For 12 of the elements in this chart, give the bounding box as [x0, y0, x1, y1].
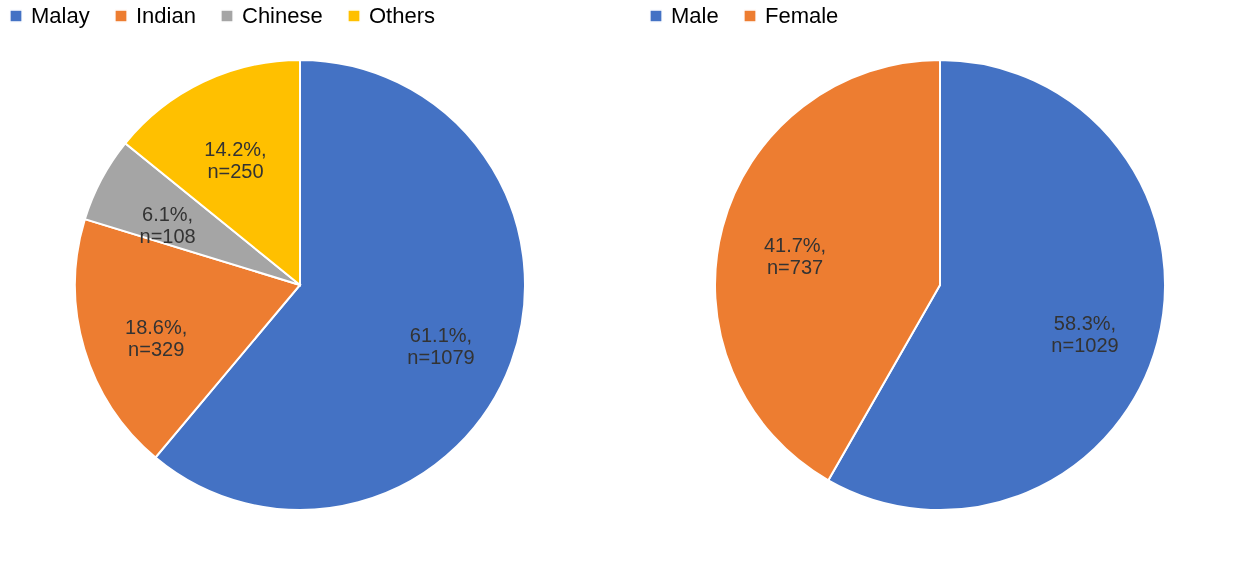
- data-label: 14.2%, n=250: [204, 137, 267, 182]
- legend-label: Malay: [31, 3, 90, 28]
- legend-label: Female: [765, 3, 839, 28]
- data-label: 61.1%, n=1079: [407, 324, 475, 369]
- legend-label: Others: [369, 3, 436, 28]
- data-label: 6.1%, n=108: [139, 202, 196, 247]
- data-label: 18.6%, n=329: [125, 315, 188, 360]
- legend-label: Chinese: [242, 3, 323, 28]
- data-label: 58.3%, n=1029: [1051, 311, 1119, 356]
- legend-label: Indian: [136, 3, 196, 28]
- legend-label: Male: [671, 3, 719, 28]
- data-label: 41.7%, n=737: [763, 234, 827, 279]
